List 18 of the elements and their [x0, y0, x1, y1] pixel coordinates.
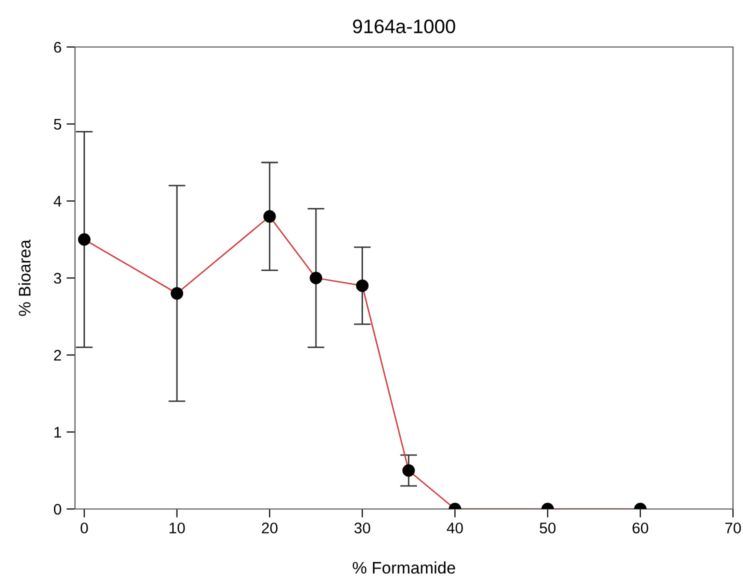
- x-tick-label: 30: [354, 522, 370, 534]
- x-tick-label: 40: [446, 522, 463, 534]
- x-axis-title: % Formamide: [352, 561, 456, 574]
- x-tick-label: 10: [170, 522, 185, 534]
- y-tick-label: 0: [54, 504, 62, 515]
- y-tick-label: 4: [54, 196, 62, 207]
- x-tick-label: 20: [262, 522, 278, 534]
- x-tick-label: 70: [725, 522, 741, 534]
- y-tick-label: 3: [54, 272, 62, 284]
- y-tick-label: 6: [54, 42, 62, 53]
- y-tick-label: 5: [54, 119, 62, 130]
- chart-title: 9164a-1000: [353, 20, 456, 34]
- x-tick-label: 50: [540, 522, 556, 534]
- x-tick-label: 60: [632, 522, 648, 534]
- y-tick-label: 1: [54, 427, 62, 438]
- y-axis-title: % Bioarea: [18, 240, 31, 316]
- y-tick-label: 2: [54, 350, 62, 361]
- x-tick-label: 0: [80, 522, 88, 534]
